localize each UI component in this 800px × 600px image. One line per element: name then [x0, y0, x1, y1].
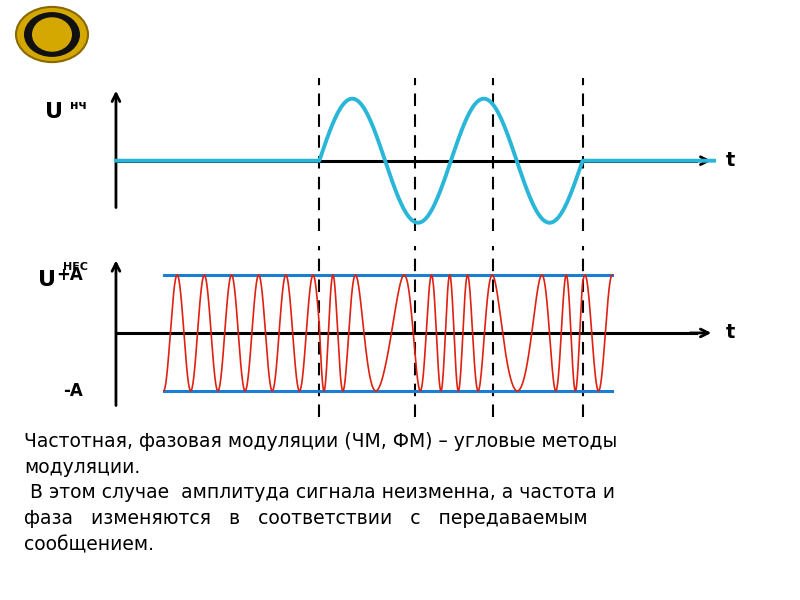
Text: Частотная, фазовая модуляции (ЧМ, ФМ) – угловые методы
модуляции.
 В этом случае: Частотная, фазовая модуляции (ЧМ, ФМ) – …: [24, 432, 618, 554]
Ellipse shape: [24, 12, 80, 57]
Text: -A: -A: [63, 382, 83, 400]
Text: t: t: [726, 151, 735, 170]
Text: НЕС: НЕС: [62, 262, 88, 272]
Ellipse shape: [16, 7, 88, 62]
Text: УГЛОВАЯ   МОДУЛЯЦИЯ: УГЛОВАЯ МОДУЛЯЦИЯ: [221, 20, 611, 49]
Ellipse shape: [32, 17, 72, 52]
Text: $\mathbf{U}$: $\mathbf{U}$: [44, 101, 62, 122]
Text: +A: +A: [56, 266, 83, 284]
Text: $\mathbf{U}$: $\mathbf{U}$: [38, 270, 55, 290]
Text: нч: нч: [70, 99, 87, 112]
Text: t: t: [726, 323, 735, 343]
